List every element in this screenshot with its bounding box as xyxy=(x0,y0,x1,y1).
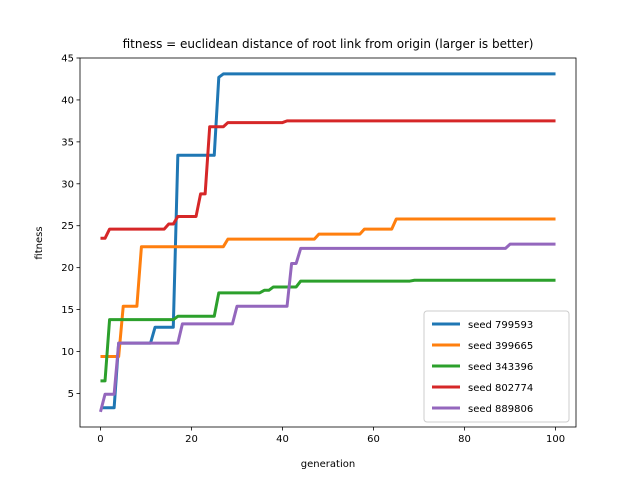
x-axis-label: generation xyxy=(301,459,355,470)
y-tick-label: 5 xyxy=(68,389,74,400)
y-tick-label: 25 xyxy=(61,221,74,232)
series-line-5 xyxy=(99,242,556,413)
legend: seed 799593 seed 399665 seed 343396 seed 80… xyxy=(423,310,570,423)
y-tick-label: 35 xyxy=(61,137,74,148)
x-tick-label: 20 xyxy=(185,434,198,445)
legend-label: seed 799593 xyxy=(468,320,533,331)
legend-label: seed 889806 xyxy=(468,404,533,415)
legend-label: seed 399665 xyxy=(468,341,533,352)
y-tick-label: 20 xyxy=(61,263,74,274)
chart-title: fitness = euclidean distance of root lin… xyxy=(123,37,534,51)
series-line-3 xyxy=(100,278,556,383)
legend-label: seed 343396 xyxy=(468,362,533,373)
y-tick-label: 30 xyxy=(61,179,74,190)
y-tick-label: 15 xyxy=(61,305,74,316)
axes-frame xyxy=(79,57,577,428)
x-tick-label: 40 xyxy=(276,434,289,445)
legend-box xyxy=(423,310,570,423)
x-tick-label: 60 xyxy=(367,434,380,445)
series-line-4 xyxy=(100,119,556,240)
plot-area: 0 20 40 60 80 100 5 10 15 20 25 30 35 40 45 xyxy=(61,54,577,445)
series-line-2 xyxy=(100,217,556,359)
x-tick-label: 80 xyxy=(458,434,471,445)
y-tick-label: 45 xyxy=(61,54,74,65)
y-tick-label: 40 xyxy=(61,95,74,106)
y-axis-label: fitness xyxy=(34,226,45,259)
y-tick-label: 10 xyxy=(61,347,74,358)
legend-label: seed 802774 xyxy=(468,383,533,394)
x-tick-label: 0 xyxy=(97,434,103,445)
x-tick-label: 100 xyxy=(546,434,565,445)
